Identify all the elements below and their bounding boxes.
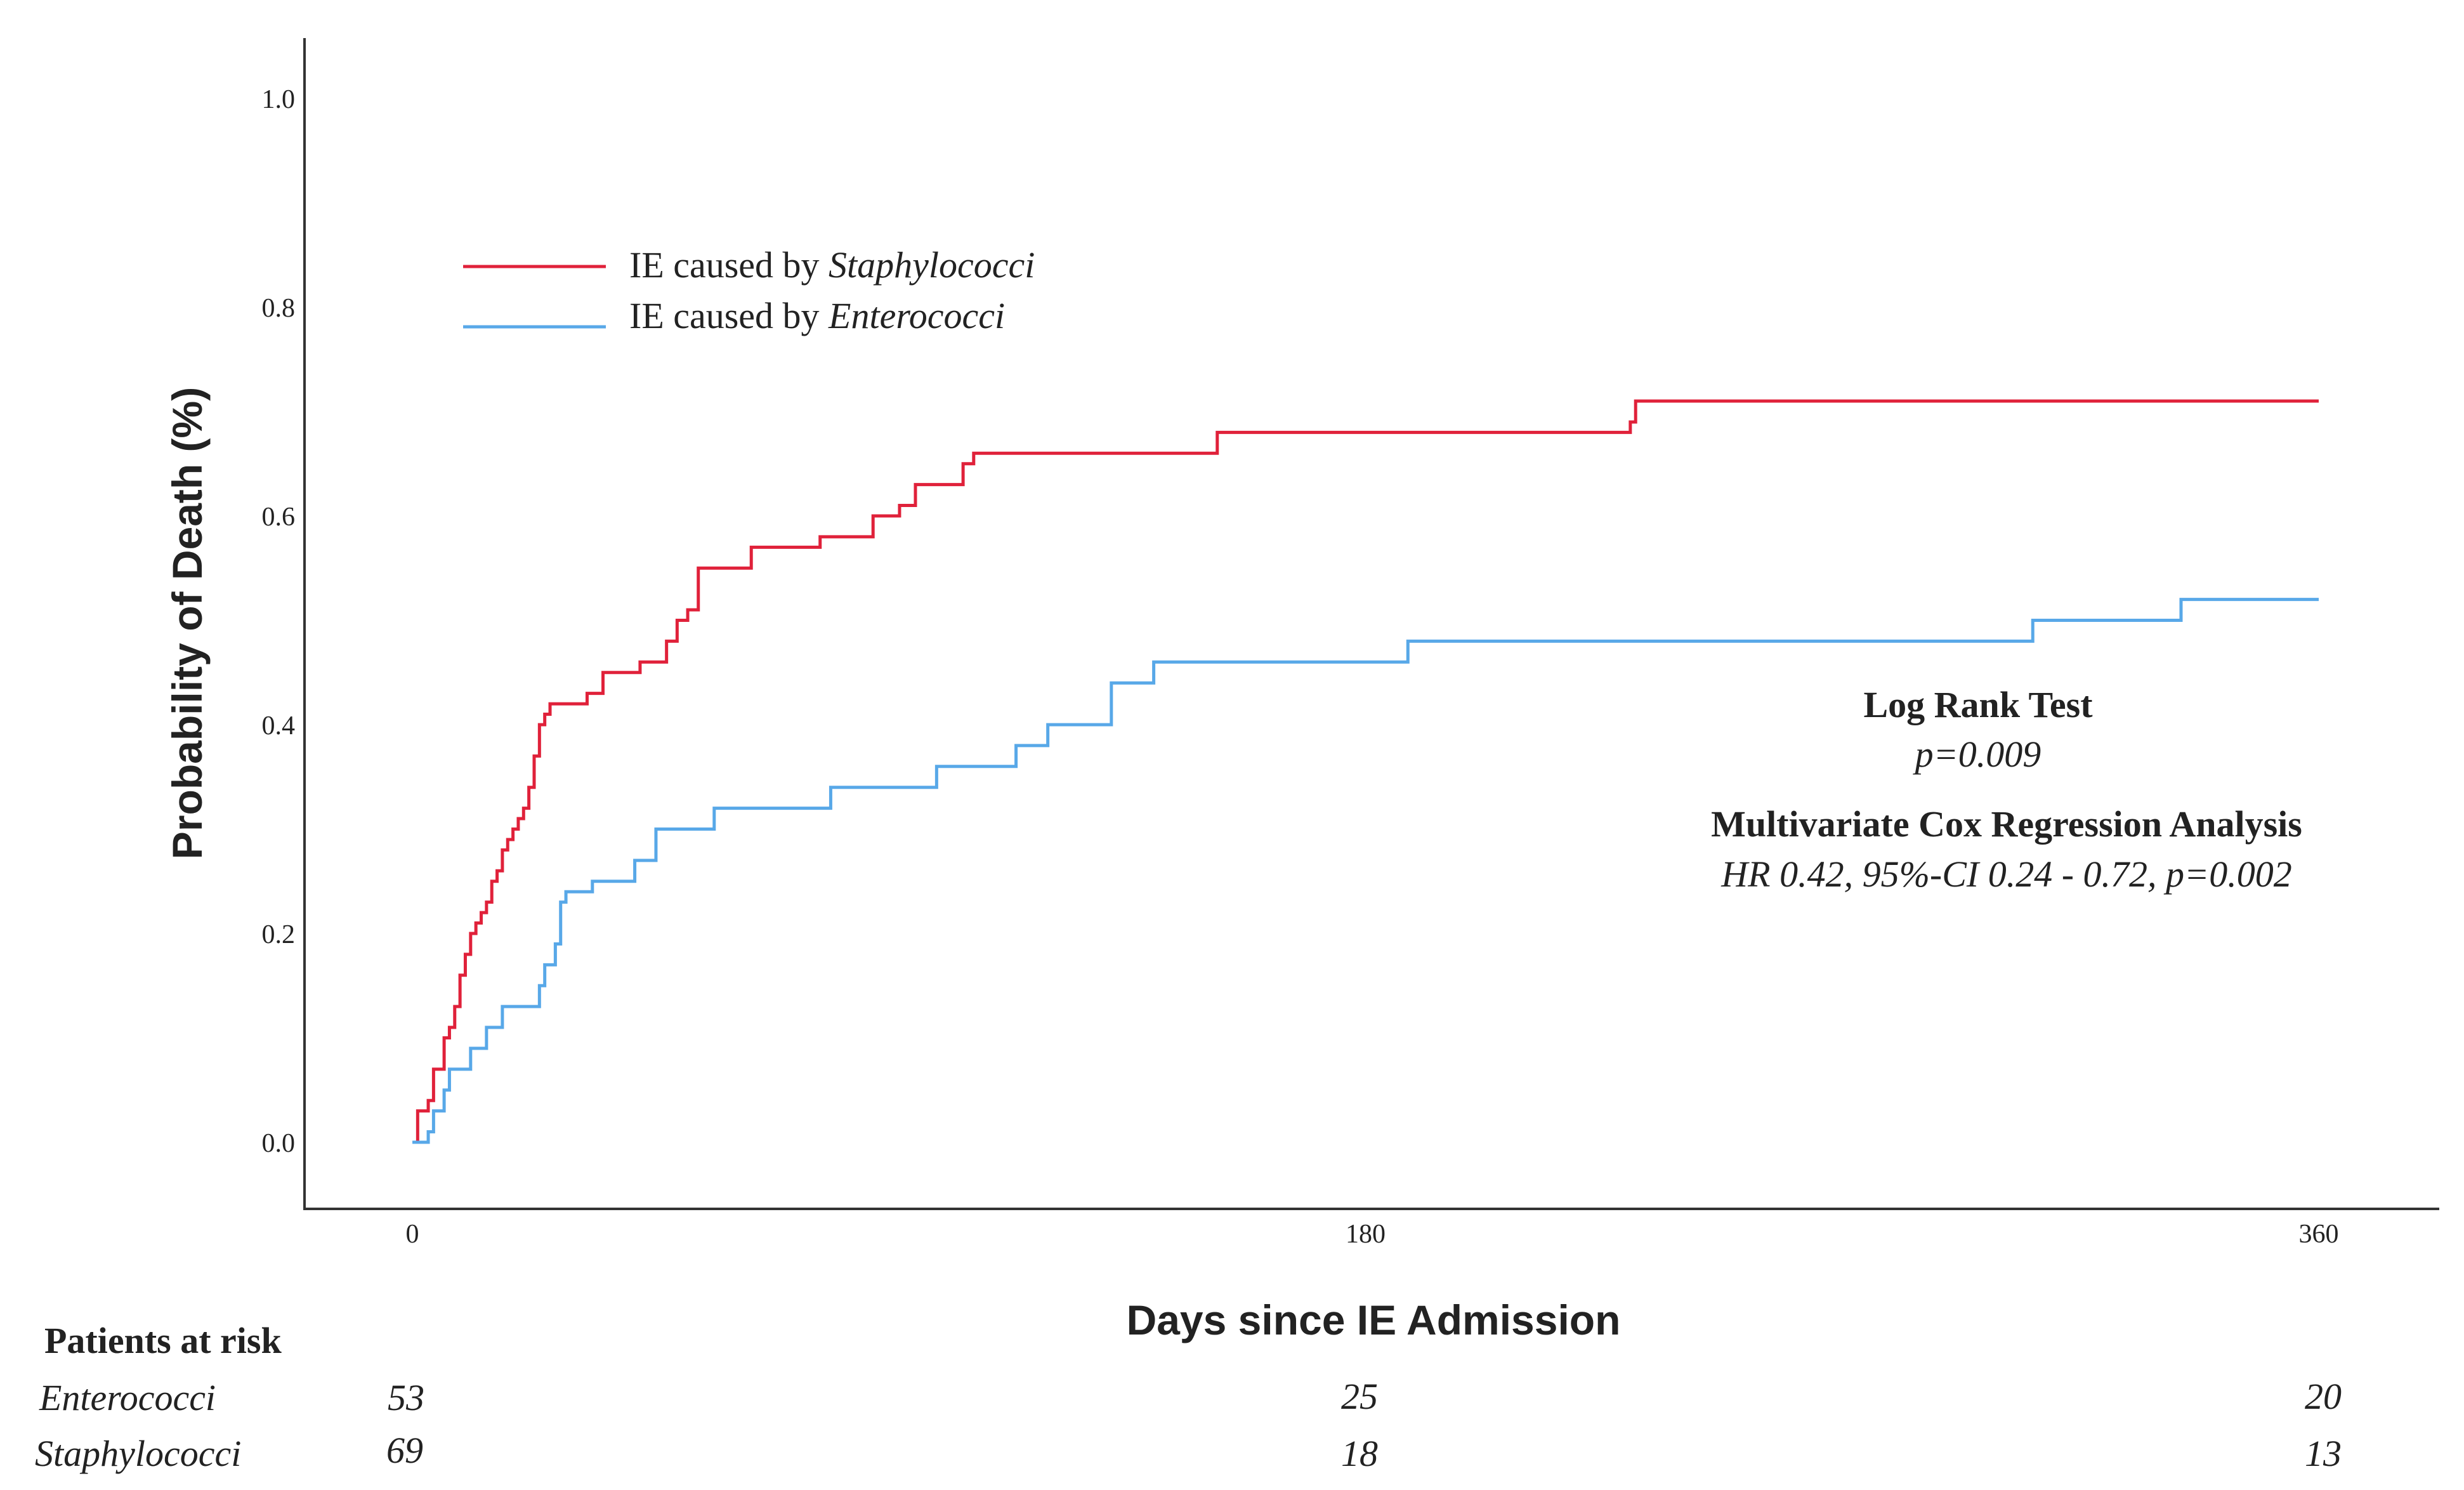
risk-row-label-staphylococci: Staphylococci	[35, 1433, 241, 1474]
y-tick-label: 0.0	[262, 1129, 296, 1158]
log-rank-p-value: p=0.009	[1913, 734, 2041, 775]
y-axis-title: Probability of Death (%)	[164, 387, 211, 859]
risk-table: Patients at risk Enterococci 53 25 20 St…	[35, 1320, 2342, 1474]
legend-label-staphylococci: IE caused by Staphylococci	[629, 244, 1035, 286]
cox-regression-title: Multivariate Cox Regression Analysis	[1711, 803, 2302, 845]
y-tick-label: 0.4	[262, 711, 296, 741]
enterococci-curve	[412, 598, 2319, 1144]
legend: IE caused by Staphylococci IE caused by …	[463, 244, 1035, 336]
y-tick-label: 1.0	[262, 85, 296, 114]
survival-curves	[412, 399, 2319, 1144]
y-tick-label: 0.8	[262, 294, 296, 323]
x-tick-labels: 0 180 360	[406, 1220, 2339, 1249]
risk-staphylococci-day-0: 69	[386, 1430, 423, 1471]
staphylococci-curve	[412, 399, 2319, 1144]
statistics-annotation: Log Rank Test p=0.009 Multivariate Cox R…	[1711, 684, 2302, 895]
legend-label-enterococci: IE caused by Enterococci	[629, 295, 1005, 336]
x-tick-label: 0	[406, 1220, 419, 1249]
risk-enterococci-day-180: 25	[1341, 1376, 1378, 1417]
risk-table-title: Patients at risk	[44, 1320, 282, 1361]
y-tick-labels: 0.0 0.2 0.4 0.6 0.8 1.0	[262, 85, 296, 1158]
cox-regression-result: HR 0.42, 95%-CI 0.24 - 0.72, p=0.002	[1720, 854, 2291, 895]
y-tick-label: 0.6	[262, 503, 296, 532]
log-rank-title: Log Rank Test	[1863, 684, 2093, 725]
x-tick-label: 360	[2299, 1220, 2339, 1249]
risk-row-label-enterococci: Enterococci	[39, 1377, 216, 1418]
x-tick-label: 180	[1346, 1220, 1386, 1249]
risk-enterococci-day-360: 20	[2305, 1376, 2342, 1417]
risk-enterococci-day-0: 53	[388, 1377, 424, 1418]
risk-staphylococci-day-180: 18	[1341, 1433, 1378, 1474]
risk-staphylococci-day-360: 13	[2305, 1433, 2342, 1474]
y-tick-label: 0.2	[262, 920, 296, 949]
x-axis-title: Days since IE Admission	[1127, 1296, 1621, 1343]
